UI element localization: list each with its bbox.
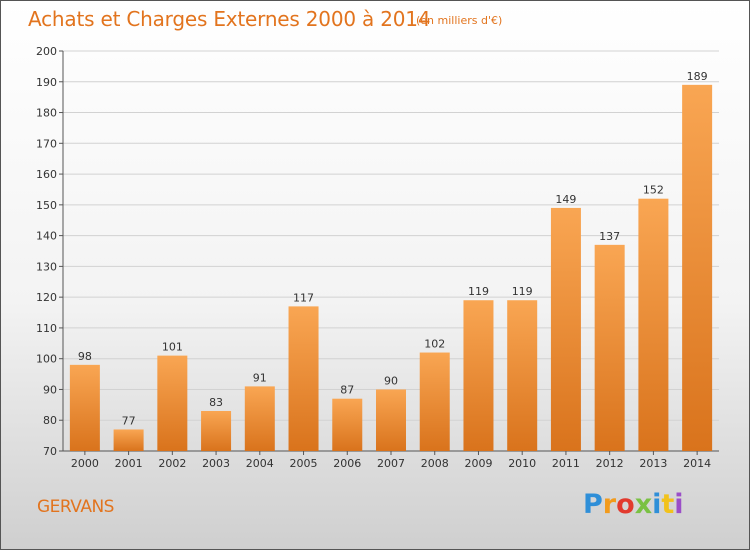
- bar: [157, 355, 188, 451]
- y-tick-label: 80: [43, 414, 57, 427]
- x-tick-label: 2009: [464, 457, 492, 470]
- x-tick-label: 2006: [333, 457, 361, 470]
- bar-value-label: 101: [162, 341, 183, 354]
- bar-value-label: 90: [384, 374, 398, 387]
- y-tick-label: 200: [36, 45, 57, 58]
- y-tick-label: 70: [43, 445, 57, 458]
- y-tick-label: 110: [36, 322, 57, 335]
- bar-value-label: 87: [340, 384, 354, 397]
- x-tick-label: 2008: [421, 457, 449, 470]
- bar-value-label: 119: [512, 285, 533, 298]
- bar-value-label: 98: [78, 350, 92, 363]
- proxiti-logo: Proxiti: [583, 489, 684, 520]
- y-tick-label: 170: [36, 137, 57, 150]
- bar: [113, 429, 144, 451]
- x-tick-label: 2014: [683, 457, 711, 470]
- y-tick-label: 190: [36, 76, 57, 89]
- bar-value-label: 91: [253, 371, 267, 384]
- bar: [682, 84, 713, 451]
- bar: [463, 300, 494, 451]
- x-tick-label: 2002: [158, 457, 186, 470]
- bar: [550, 207, 581, 451]
- place-name: GERVANS: [37, 497, 114, 517]
- bar-value-label: 83: [209, 396, 223, 409]
- y-tick-label: 140: [36, 230, 57, 243]
- x-tick-label: 2004: [246, 457, 274, 470]
- bar-value-label: 152: [643, 184, 664, 197]
- x-tick-label: 2013: [639, 457, 667, 470]
- bar: [507, 300, 538, 451]
- bar: [201, 411, 232, 451]
- bar: [69, 364, 100, 451]
- y-tick-label: 100: [36, 353, 57, 366]
- y-tick-label: 160: [36, 168, 57, 181]
- chart-title: Achats et Charges Externes 2000 à 2014: [28, 7, 431, 31]
- bar: [594, 244, 625, 451]
- bar: [332, 398, 363, 451]
- bar: [288, 306, 319, 451]
- bar-value-label: 189: [687, 70, 708, 83]
- x-tick-label: 2010: [508, 457, 536, 470]
- bar: [638, 198, 669, 451]
- x-tick-label: 2000: [71, 457, 99, 470]
- bar-value-label: 117: [293, 291, 314, 304]
- bar: [244, 386, 275, 451]
- x-tick-label: 2011: [552, 457, 580, 470]
- bar: [376, 389, 406, 451]
- y-tick-label: 150: [36, 199, 57, 212]
- bar-value-label: 119: [468, 285, 489, 298]
- x-tick-label: 2007: [377, 457, 405, 470]
- bar: [419, 352, 450, 451]
- bar-value-label: 102: [424, 338, 445, 351]
- y-tick-label: 130: [36, 260, 57, 273]
- bar-value-label: 149: [555, 193, 576, 206]
- y-tick-label: 120: [36, 291, 57, 304]
- x-tick-label: 2012: [596, 457, 624, 470]
- bar-value-label: 77: [122, 414, 136, 427]
- chart-subtitle: (en milliers d'€): [416, 14, 503, 27]
- bar-value-label: 137: [599, 230, 620, 243]
- x-tick-label: 2005: [290, 457, 318, 470]
- y-tick-label: 90: [43, 383, 57, 396]
- y-tick-label: 180: [36, 107, 57, 120]
- x-tick-label: 2001: [115, 457, 143, 470]
- x-tick-label: 2003: [202, 457, 230, 470]
